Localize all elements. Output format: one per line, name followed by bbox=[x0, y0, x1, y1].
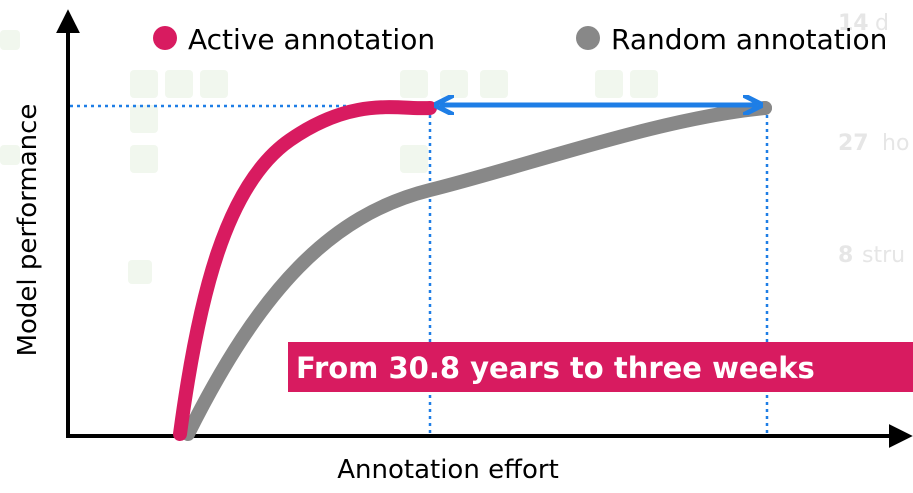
active-curve bbox=[173, 100, 437, 441]
legend-label: Random annotation bbox=[611, 23, 887, 56]
bg-text: d bbox=[875, 11, 889, 36]
legend-swatch bbox=[576, 26, 600, 50]
background-tiles bbox=[0, 30, 658, 284]
random-end bbox=[758, 101, 772, 115]
bg-number: 14 bbox=[838, 11, 869, 36]
bg-number: 8 bbox=[838, 243, 853, 268]
bg-text: ho bbox=[882, 131, 909, 156]
x-axis-label: Annotation effort bbox=[337, 455, 559, 485]
bg-text: stru bbox=[862, 243, 905, 268]
random-curve bbox=[181, 101, 772, 441]
banner-text: From 30.8 years to three weeks bbox=[296, 351, 815, 385]
y-axis-label: Model performance bbox=[13, 104, 43, 357]
banner-box bbox=[288, 342, 913, 392]
legend-label: Active annotation bbox=[188, 23, 435, 56]
legend-swatch bbox=[153, 26, 177, 50]
bg-number: 27 bbox=[838, 131, 869, 156]
